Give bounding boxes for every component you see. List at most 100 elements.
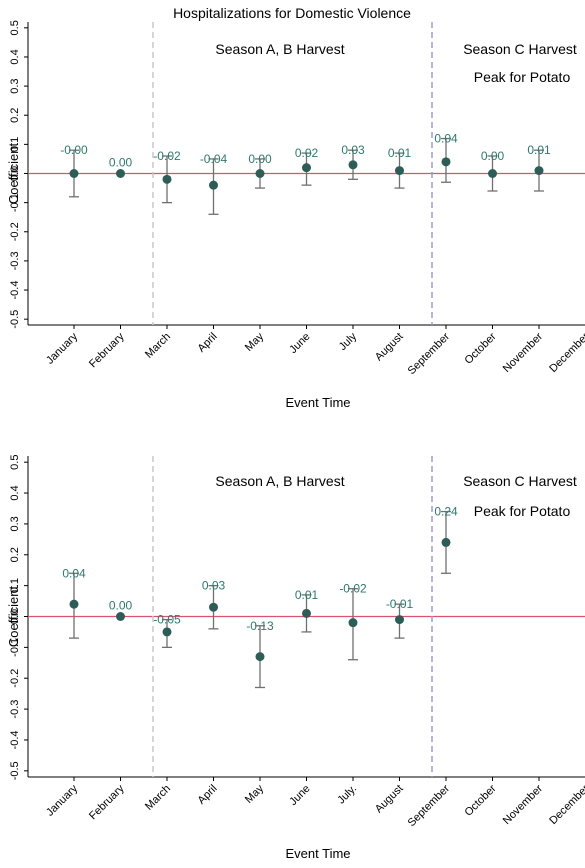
data-label: 0.00 <box>109 156 133 170</box>
x-tick-label: November <box>501 330 546 375</box>
x-tick-label: July. <box>335 783 359 807</box>
data-point <box>209 602 218 612</box>
y-axis-label: Coefficient <box>6 586 21 648</box>
annotation-2: Peak for Potato <box>474 69 571 85</box>
x-tick-label: December <box>547 330 585 375</box>
data-label: 0.00 <box>248 152 272 166</box>
y-tick-label: 0.4 <box>9 485 21 500</box>
x-tick-label: August <box>373 331 406 364</box>
data-label: -0.05 <box>153 613 181 627</box>
x-tick-label: April <box>196 331 220 355</box>
y-tick-label: 0.2 <box>9 108 21 123</box>
y-tick-label: 0.3 <box>9 78 21 93</box>
y-tick-label: -0.3 <box>9 251 21 270</box>
data-label: 0.01 <box>295 588 319 602</box>
data-label: -0.04 <box>200 152 228 166</box>
y-tick-label: 0.1 <box>9 578 21 593</box>
y-tick-label: -0.1 <box>9 638 21 657</box>
data-label: -0.00 <box>60 143 88 157</box>
x-tick-label: August <box>373 783 406 816</box>
y-tick-label: -0.5 <box>9 310 21 329</box>
data-point <box>395 166 404 176</box>
data-point <box>302 163 311 173</box>
data-point <box>488 169 497 178</box>
y-tick-label: 0.1 <box>9 137 21 152</box>
x-tick-label: May <box>243 782 267 806</box>
data-point <box>302 608 311 618</box>
data-point <box>209 180 218 190</box>
data-label: -0.02 <box>339 582 367 596</box>
data-point <box>162 174 172 184</box>
data-point <box>116 169 125 178</box>
y-tick-label: 0.5 <box>9 455 21 470</box>
x-tick-label: October <box>462 330 498 366</box>
data-point <box>441 157 451 167</box>
annotation-0: Season A, B Harvest <box>215 473 344 489</box>
data-point <box>348 618 358 628</box>
data-label: 0.03 <box>341 143 365 157</box>
data-label: 0.03 <box>202 579 226 593</box>
annotation-0: Season A, B Harvest <box>215 41 344 57</box>
data-point <box>395 615 404 625</box>
data-point <box>534 166 544 176</box>
x-tick-label: December <box>547 782 585 827</box>
y-tick-label: -0.4 <box>9 281 21 300</box>
data-point <box>348 160 358 170</box>
data-label: 0.01 <box>388 146 412 160</box>
data-point <box>162 627 172 637</box>
top-chart: Hospitalizations for Domestic Violence -0… <box>6 5 585 410</box>
x-axis-label: Event Time <box>285 395 350 410</box>
chart-title: Hospitalizations for Domestic Violence <box>173 5 411 21</box>
data-label: 0.04 <box>62 566 86 580</box>
data-point <box>255 169 265 178</box>
x-tick-label: March <box>143 783 173 813</box>
y-tick-label: 0.2 <box>9 547 21 562</box>
x-tick-label: February <box>87 782 127 822</box>
x-tick-label: September <box>406 330 453 377</box>
x-tick-label: November <box>501 782 546 827</box>
data-point <box>255 652 265 662</box>
y-tick-label: -0.4 <box>9 730 21 749</box>
x-axis-label: Event Time <box>285 846 350 861</box>
data-label: 0.24 <box>434 505 458 519</box>
x-tick-label: February <box>87 330 127 370</box>
x-tick-label: March <box>143 331 173 361</box>
y-tick-label: 0.3 <box>9 516 21 531</box>
data-label: 0.04 <box>434 132 458 146</box>
y-tick-label: 0.4 <box>9 49 21 64</box>
y-tick-label: -0.1 <box>9 193 21 212</box>
x-tick-label: September <box>406 782 453 829</box>
y-tick-label: -0.3 <box>9 700 21 719</box>
y-tick-label: -0.2 <box>9 669 21 688</box>
annotation-1: Season C Harvest <box>463 41 577 57</box>
data-label: -0.13 <box>246 619 274 633</box>
data-label: 0.02 <box>295 146 319 160</box>
y-axis-label: Coefficient <box>6 143 21 205</box>
y-tick-label: -0.2 <box>9 222 21 241</box>
data-label: 0.01 <box>527 143 551 157</box>
x-tick-label: April <box>196 783 220 807</box>
x-tick-label: January <box>44 782 81 819</box>
y-tick-label: 0.0 <box>9 609 21 624</box>
y-tick-label: 0.5 <box>9 20 21 35</box>
x-tick-label: July <box>337 330 360 353</box>
data-label: -0.02 <box>153 149 181 163</box>
annotation-1: Season C Harvest <box>463 473 577 489</box>
data-point <box>69 599 79 609</box>
data-label: -0.01 <box>386 597 414 611</box>
x-tick-label: June <box>287 783 312 808</box>
data-point <box>116 612 125 621</box>
x-tick-label: October <box>462 782 498 818</box>
data-point <box>441 537 451 547</box>
x-tick-label: May <box>243 330 267 354</box>
annotation-2: Peak for Potato <box>474 503 571 519</box>
x-tick-label: January <box>44 330 81 367</box>
data-label: 0.00 <box>109 599 133 613</box>
data-label: 0.00 <box>481 149 505 163</box>
data-point <box>69 169 79 178</box>
bottom-chart: -0.5 -0.4 -0.3 -0.2 -0.1 0.0 0.1 0.2 0.3 0.4 0.5 Co… <box>6 455 585 861</box>
y-tick-label: 0.0 <box>9 166 21 181</box>
y-tick-label: -0.5 <box>9 761 21 780</box>
